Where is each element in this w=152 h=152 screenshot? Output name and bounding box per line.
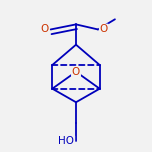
Text: O: O [100,24,108,35]
Text: O: O [72,67,80,77]
Text: O: O [41,24,49,35]
Text: HO: HO [58,136,74,146]
